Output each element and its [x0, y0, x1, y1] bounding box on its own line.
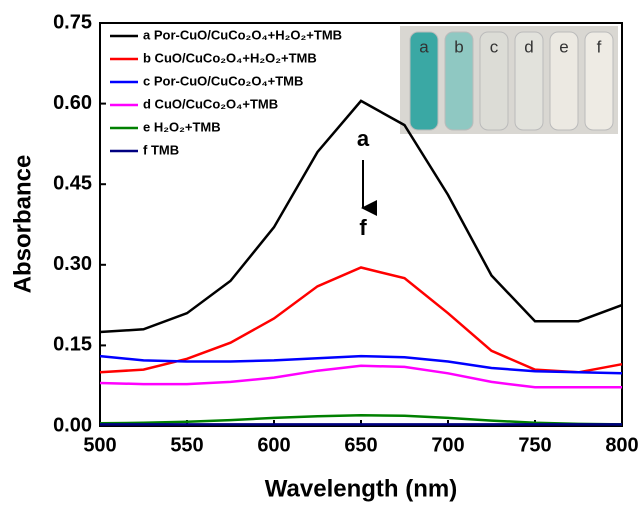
x-tick-label: 600 — [257, 434, 290, 456]
vial — [514, 31, 544, 131]
line — [99, 99, 623, 334]
vial — [549, 31, 579, 131]
vial — [584, 31, 614, 131]
annotation: f — [359, 215, 367, 240]
line — [99, 354, 623, 375]
line — [99, 414, 623, 426]
inset-label: f — [597, 37, 602, 56]
x-tick-label: 800 — [605, 434, 638, 456]
inset-label: e — [559, 37, 568, 56]
legend-label: c Por-CuO/CuCo₂O₄+TMB — [143, 73, 303, 88]
legend-label: d CuO/CuCo₂O₄+TMB — [143, 96, 278, 111]
legend-label: a Por-CuO/CuCo₂O₄+H₂O₂+TMB — [143, 27, 342, 42]
legend-label: b CuO/CuCo₂O₄+H₂O₂+TMB — [143, 50, 317, 65]
y-tick-label: 0.00 — [53, 414, 92, 436]
inset-label: a — [419, 37, 429, 56]
legend-label: f TMB — [143, 142, 179, 157]
legend-label: e H₂O₂+TMB — [143, 119, 221, 134]
vial — [444, 31, 474, 131]
line — [99, 266, 623, 374]
vial — [479, 31, 509, 131]
inset-label: b — [454, 37, 463, 56]
vial — [409, 31, 439, 131]
inset-label: d — [524, 37, 533, 56]
inset-photo: a b c d e f — [400, 26, 618, 134]
y-axis-title: Absorbance — [9, 155, 36, 294]
x-tick-label: 550 — [170, 434, 203, 456]
line — [99, 364, 622, 389]
y-tick-label: 0.45 — [53, 172, 92, 194]
y-tick-label: 0.15 — [53, 334, 92, 356]
annotation: a — [357, 126, 370, 151]
y-tick-label: 0.75 — [53, 11, 92, 33]
y-tick-label: 0.30 — [53, 253, 92, 275]
inset-label: c — [490, 37, 499, 56]
y-tick-label: 0.60 — [53, 92, 92, 114]
x-tick-label: 700 — [431, 434, 464, 456]
x-tick-label: 750 — [518, 434, 551, 456]
x-axis-title: Wavelength (nm) — [265, 475, 457, 502]
x-tick-label: 500 — [83, 434, 116, 456]
x-tick-label: 650 — [344, 434, 377, 456]
